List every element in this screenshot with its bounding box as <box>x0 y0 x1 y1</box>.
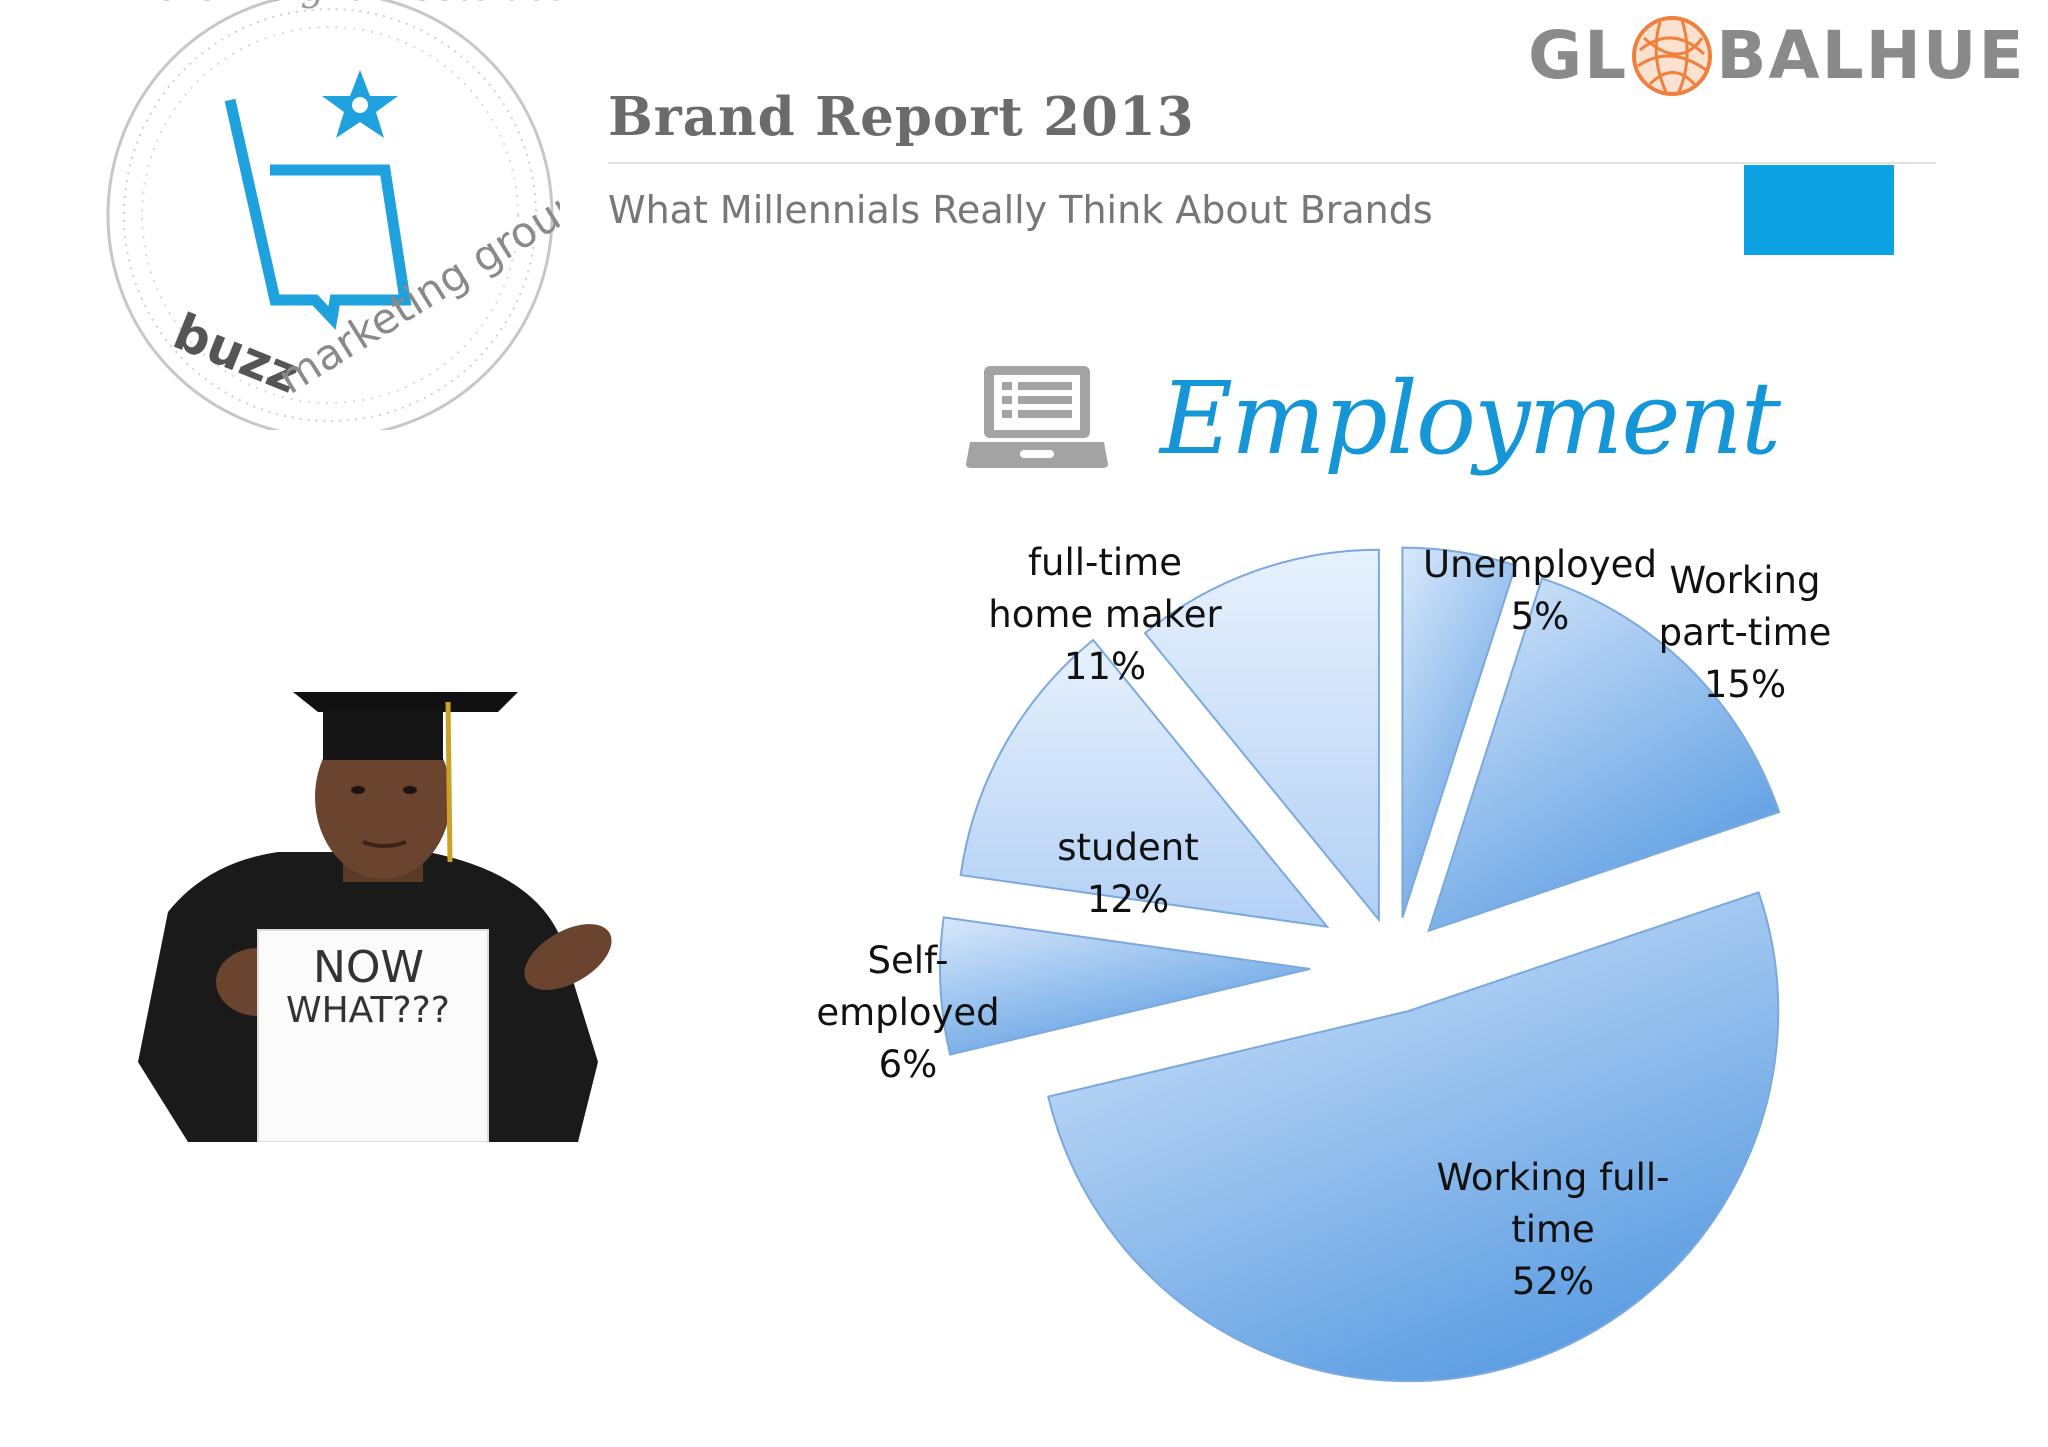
sign-line-2: WHAT??? <box>286 990 450 1031</box>
pie-slice-unemployed <box>1401 546 1517 918</box>
laptop-icon <box>966 366 1108 468</box>
accent-block <box>1744 165 1894 255</box>
globalhue-logo: GL BALHUE <box>1528 14 2026 98</box>
buzz-marketing-logo: where insight meets activation buzz mark… <box>100 0 560 430</box>
pie-label-self-employed: Self-employed 6% <box>816 939 999 1086</box>
pie-slice-self-employed <box>939 916 1311 1056</box>
pie-label-working-full-time: Working full-time 52% <box>1436 1156 1669 1303</box>
pie-slice-working-full-time <box>1047 891 1780 1383</box>
globalhue-right: BALHUE <box>1716 17 2026 94</box>
buzz-b-mark <box>224 98 412 330</box>
header-divider <box>608 162 1936 164</box>
pie-slice-working-part-time <box>1427 577 1781 933</box>
pie-label-working-part-time: Working part-time 15% <box>1659 559 1832 706</box>
report-subtitle: What Millennials Really Think About Bran… <box>608 188 1433 232</box>
pie-slice-student <box>959 638 1330 929</box>
chart-title: Employment <box>1160 360 1781 477</box>
buzz-arc-text: where insight meets activation <box>100 0 560 9</box>
pie-label-unemployed: Unemployed 5% <box>1423 543 1657 638</box>
sign-line-1: NOW <box>313 942 424 993</box>
pie-slice-full-time-home-maker <box>1143 548 1380 923</box>
pie-label-full-time-home-maker: full-time home maker 11% <box>988 541 1222 688</box>
globe-icon <box>1632 16 1713 96</box>
graduate-photo: NOW WHAT??? <box>138 692 612 1142</box>
pie-label-student: student 12% <box>1057 826 1198 921</box>
report-title: Brand Report 2013 <box>608 86 1195 148</box>
globalhue-left: GL <box>1528 17 1629 94</box>
